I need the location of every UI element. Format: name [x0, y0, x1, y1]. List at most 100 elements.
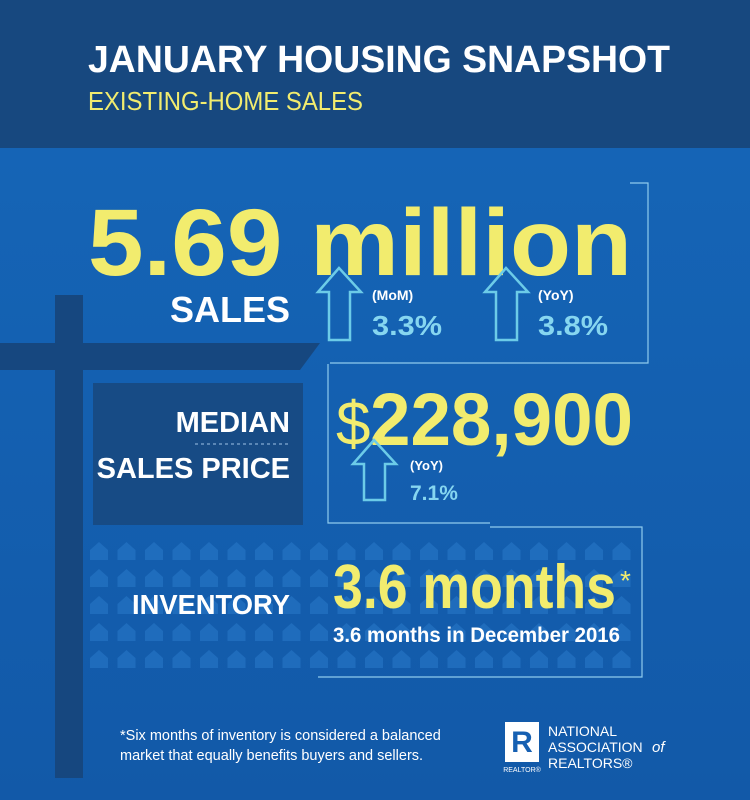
change: 7.1% [410, 482, 458, 505]
house-icon [585, 650, 603, 668]
house-icon [420, 569, 438, 587]
house-icon [117, 596, 136, 614]
house-icon [447, 569, 466, 587]
logo-text: ASSOCIATION [548, 739, 643, 755]
house-icon [530, 650, 548, 668]
house-icon [612, 650, 631, 668]
house-icon [530, 623, 548, 641]
sales-box [330, 182, 649, 364]
house-icon [145, 569, 163, 587]
house-icon [255, 569, 273, 587]
house-icon [90, 596, 108, 614]
house-icon [227, 542, 246, 560]
sign-crossbar [0, 343, 320, 370]
house-icon [530, 542, 548, 560]
house-icon [282, 650, 301, 668]
house-icon [200, 596, 218, 614]
logo-sub: REALTOR® [503, 766, 541, 774]
period: (MoM) [372, 287, 413, 303]
house-icon [392, 542, 411, 560]
house-icon [612, 542, 631, 560]
currency: $ [336, 390, 370, 459]
change: 3.3% [372, 310, 442, 341]
house-icon [255, 623, 273, 641]
house-icon [420, 650, 438, 668]
house-icon [172, 569, 191, 587]
house-icon [145, 623, 163, 641]
house-icon [475, 650, 493, 668]
house-icon [612, 596, 631, 614]
house-icon [365, 623, 383, 641]
house-icon [172, 542, 191, 560]
house-icon [337, 542, 356, 560]
price-label: SALES PRICE [97, 453, 290, 485]
house-icon [585, 596, 603, 614]
house-icon [200, 650, 218, 668]
house-icon [447, 542, 466, 560]
house-icon [557, 542, 576, 560]
inventory-note: 3.6 months in December 2016 [333, 624, 620, 647]
price-label: MEDIAN [176, 407, 290, 439]
price-box [327, 364, 490, 524]
sales-label: SALES [170, 289, 290, 330]
price-label-box [93, 383, 303, 525]
house-icon [255, 596, 273, 614]
house-icon [502, 623, 521, 641]
house-icon [145, 542, 163, 560]
house-icon [117, 542, 136, 560]
footnote: *Six months of inventory is considered a… [120, 728, 441, 744]
house-icon [227, 650, 246, 668]
house-icon [530, 569, 548, 587]
house-icon [282, 569, 301, 587]
house-icon [365, 569, 383, 587]
house-icon [365, 542, 383, 560]
inventory-label: INVENTORY [132, 589, 290, 620]
house-icon [447, 596, 466, 614]
house-icon [200, 623, 218, 641]
house-icon [310, 650, 328, 668]
house-icon [337, 650, 356, 668]
logo-text: of [652, 739, 666, 756]
house-icon [365, 596, 383, 614]
house-icon [282, 542, 301, 560]
house-icon [117, 569, 136, 587]
logo-text: REALTORS® [548, 755, 633, 771]
house-icon [557, 596, 576, 614]
price-value: 228,900 [370, 378, 633, 461]
house-icon [557, 623, 576, 641]
house-icon [227, 596, 246, 614]
house-icon [557, 569, 576, 587]
house-icon [447, 650, 466, 668]
up-arrow [482, 266, 531, 342]
house-icon [475, 623, 493, 641]
house-icon [392, 596, 411, 614]
house-icon [475, 569, 493, 587]
title: JANUARY HOUSING SNAPSHOT [88, 39, 670, 81]
house-icon [612, 623, 631, 641]
up-arrow [350, 438, 399, 502]
house-icon [392, 623, 411, 641]
house-icon [310, 623, 328, 641]
inventory-value: 3.6 months [333, 553, 616, 622]
house-icon [255, 542, 273, 560]
house-icon [420, 596, 438, 614]
house-icon [337, 569, 356, 587]
inventory-box [318, 526, 643, 678]
house-icon [392, 650, 411, 668]
house-pattern [90, 542, 631, 668]
period: (YoY) [538, 287, 574, 303]
house-icon [282, 596, 301, 614]
change: 3.8% [538, 310, 608, 341]
house-icon [282, 623, 301, 641]
house-icon [145, 650, 163, 668]
house-icon [365, 650, 383, 668]
house-icon [475, 542, 493, 560]
house-icon [145, 596, 163, 614]
house-icon [502, 542, 521, 560]
house-icon [337, 623, 356, 641]
house-icon [502, 650, 521, 668]
house-icon [475, 596, 493, 614]
header-band [0, 0, 750, 148]
logo-box [505, 722, 539, 762]
